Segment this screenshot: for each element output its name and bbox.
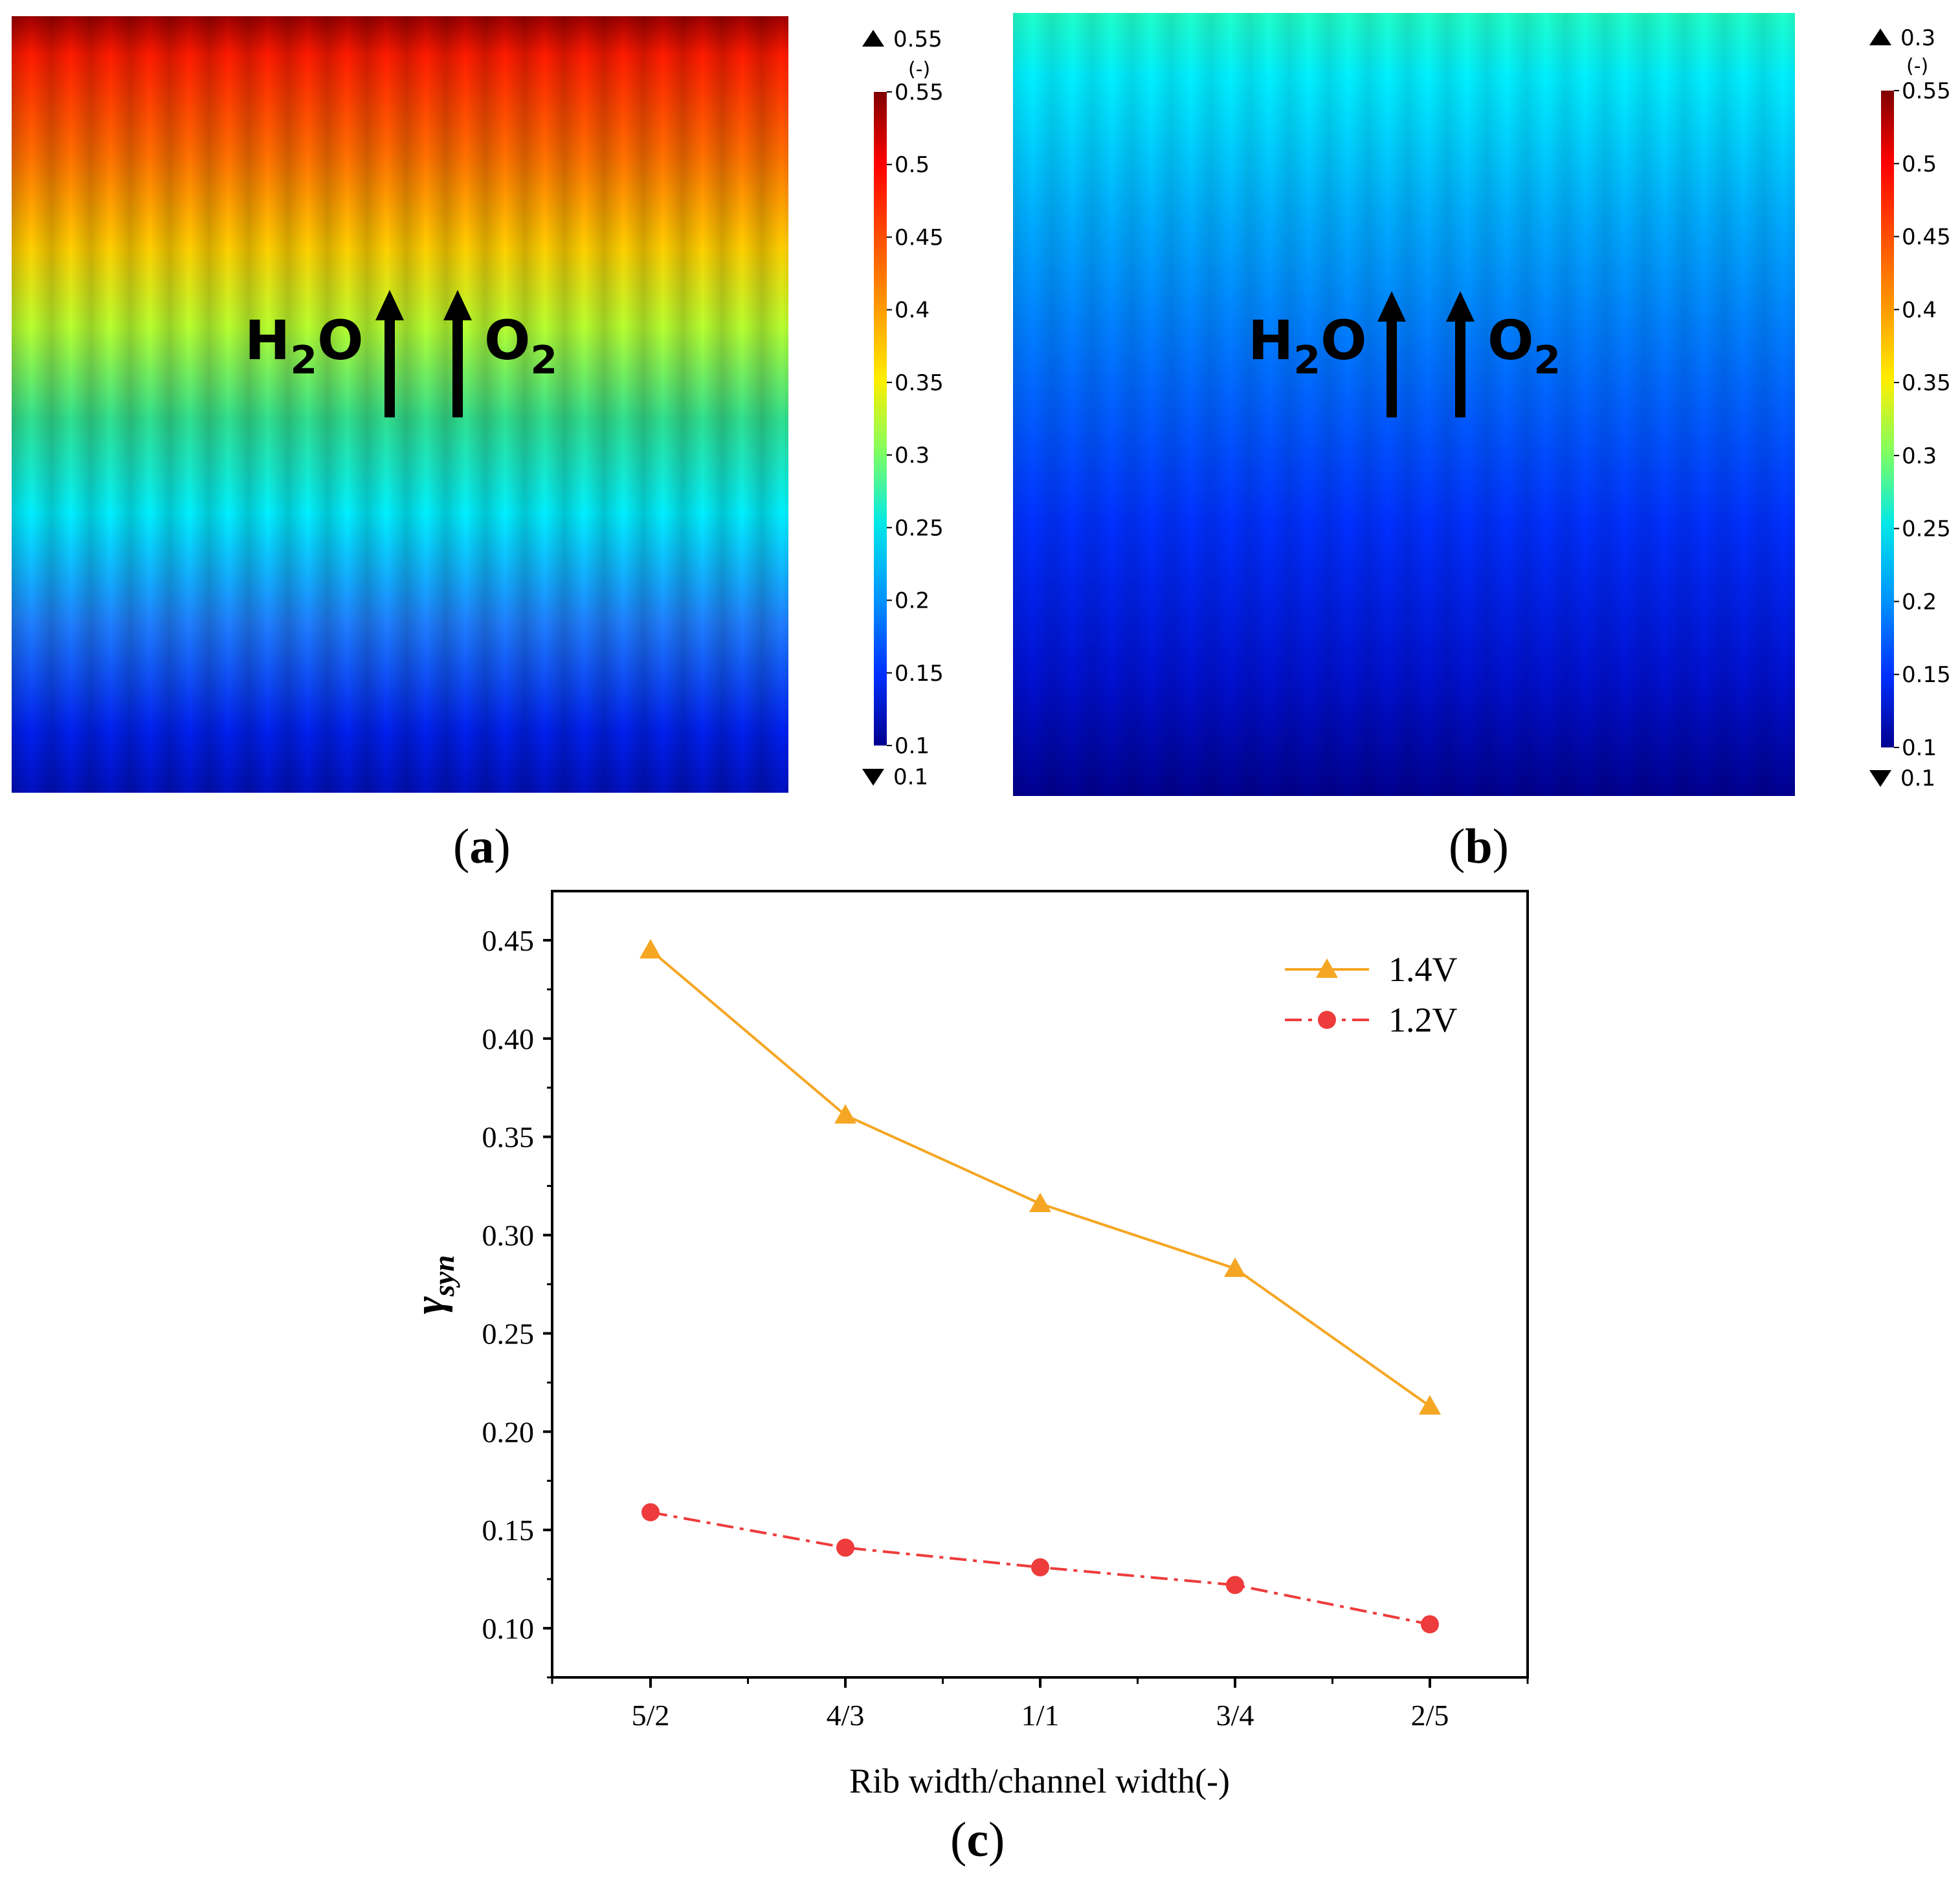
colorbar-tick-label-b: 0.45 — [1902, 225, 1951, 250]
colorbar-tick-label-a: 0.25 — [895, 515, 944, 541]
y-tick-label: 0.25 — [482, 1317, 535, 1350]
colorbar-min-label-a: 0.1 — [893, 764, 928, 790]
flow-arrow-h2o-a — [375, 290, 404, 417]
colorbar-tick-label-b: 0.2 — [1902, 589, 1937, 615]
colorbar-tick-label-a: 0.4 — [895, 298, 930, 324]
data-point-circle — [1226, 1576, 1244, 1595]
colorbar-tick-label-a: 0.3 — [895, 443, 930, 469]
colorbar-tick-label-a: 0.45 — [895, 225, 944, 250]
colorbar-min-marker-a — [862, 769, 884, 786]
colorbar-tick-label-b: 0.35 — [1902, 370, 1951, 396]
contour-panel-a: H2O O2 0.55 (-) 0.55 0.5 0.45 0.4 0.35 0.3 0.2… — [0, 0, 971, 809]
colorbar-tick-label-a: 0.1 — [895, 733, 930, 759]
data-point-circle — [1031, 1558, 1049, 1576]
colorbar-bar-b — [1881, 91, 1894, 747]
y-tick-label: 0.45 — [482, 924, 535, 957]
y-tick-label: 0.35 — [482, 1121, 535, 1154]
colorbar-tick-label-a: 0.5 — [895, 152, 930, 178]
contour-figure-a: H2O O2 0.55 (-) 0.55 0.5 0.45 0.4 0.35 0.3 0.2… — [12, 16, 944, 793]
contour-panel-b: H2O O2 0.3 (-) 0.55 0.5 0.45 0.4 0.35 0.3 0.25… — [997, 0, 1960, 809]
legend-label-1: 1.2V — [1388, 1000, 1458, 1039]
y-tick-label: 0.30 — [482, 1219, 535, 1252]
x-axis-label: Rib width/channel width(-) — [849, 1762, 1230, 1800]
colorbar-tick-label-b: 0.15 — [1902, 662, 1951, 688]
colorbar-tick-label-a: 0.2 — [895, 588, 930, 614]
colorbar-bar-a — [874, 92, 887, 746]
h2o-label-b: H2O — [1248, 309, 1366, 383]
data-point-triangle — [1029, 1192, 1051, 1212]
series-line-0 — [649, 949, 1431, 1408]
y-axis-label: γsyn — [406, 1255, 460, 1314]
colorbar-tick-label-b: 0.3 — [1902, 443, 1937, 469]
colorbar-unit-a: (-) — [908, 58, 930, 81]
colorbar-min-label-b: 0.1 — [1900, 766, 1935, 791]
channel-stripes-a — [12, 16, 788, 793]
data-point-circle — [1421, 1615, 1439, 1633]
data-point-circle — [1318, 1011, 1336, 1029]
colorbar-tick-label-a: 0.15 — [895, 661, 944, 687]
flow-arrow-o2-b — [1446, 291, 1475, 417]
flow-arrow-o2-a — [443, 290, 472, 417]
x-tick-label: 2/5 — [1411, 1699, 1449, 1732]
data-point-triangle — [640, 939, 662, 959]
y-tick-label: 0.15 — [482, 1514, 535, 1547]
series-group — [640, 939, 1441, 1633]
caption-a: (a) — [453, 819, 511, 874]
colorbar-tick-label-a: 0.35 — [895, 370, 944, 396]
caption-c: (c) — [950, 1813, 1005, 1867]
y-tick-label: 0.20 — [482, 1415, 535, 1448]
y-axis: 0.10 0.15 0.20 0.25 0.30 0.35 0.40 0.45 — [482, 924, 552, 1679]
o2-label-b: O2 — [1487, 309, 1561, 383]
colorbar-min-marker-b — [1869, 770, 1891, 787]
y-tick-label: 0.40 — [482, 1022, 535, 1055]
x-tick-label: 4/3 — [827, 1699, 865, 1732]
y-tick-label: 0.10 — [482, 1612, 535, 1645]
x-tick-label: 1/1 — [1021, 1699, 1060, 1732]
colorbar-ticks-a: 0.55 0.5 0.45 0.4 0.35 0.3 0.25 0.2 0.15 0.1 — [887, 80, 944, 759]
data-point-circle — [641, 1503, 660, 1521]
chart-panel-c: 0.10 0.15 0.20 0.25 0.30 0.35 0.40 0.45 5/2 4/3 1… — [388, 867, 1579, 1800]
x-tick-label: 5/2 — [632, 1699, 670, 1732]
legend: 1.4V 1.2V — [1285, 950, 1458, 1039]
x-tick-label: 3/4 — [1216, 1699, 1254, 1732]
data-point-triangle — [1224, 1257, 1246, 1277]
colorbar-tick-label-b: 0.55 — [1902, 78, 1951, 104]
h2o-label-a: H2O — [245, 309, 363, 383]
caption-b: (b) — [1449, 819, 1509, 874]
colorbar-max-marker-a — [862, 30, 884, 47]
colorbar-max-marker-b — [1869, 28, 1891, 45]
colorbar-ticks-b: 0.55 0.5 0.45 0.4 0.35 0.3 0.25 0.2 0.15 0.1 — [1894, 78, 1951, 761]
colorbar-tick-label-b: 0.25 — [1902, 516, 1951, 542]
line-chart: 0.10 0.15 0.20 0.25 0.30 0.35 0.40 0.45 5/2 4/3 1… — [406, 890, 1529, 1800]
colorbar-tick-label-b: 0.1 — [1902, 735, 1937, 761]
legend-label-0: 1.4V — [1388, 950, 1458, 989]
colorbar-a: 0.55 (-) 0.55 0.5 0.45 0.4 0.35 0.3 0.25 0.2 0.1… — [862, 27, 944, 790]
x-axis: 5/2 4/3 1/1 3/4 2/5 — [551, 1677, 1529, 1732]
colorbar-unit-b: (-) — [1906, 55, 1928, 78]
flow-arrow-h2o-b — [1377, 291, 1406, 417]
data-point-triangle — [834, 1104, 856, 1124]
colorbar-tick-label-a: 0.55 — [895, 80, 944, 105]
colorbar-tick-label-b: 0.5 — [1902, 151, 1937, 177]
data-point-circle — [836, 1538, 854, 1557]
channel-stripes-b — [1013, 13, 1795, 796]
o2-label-a: O2 — [484, 309, 557, 383]
colorbar-tick-label-b: 0.4 — [1902, 297, 1937, 323]
colorbar-max-label-b: 0.3 — [1900, 25, 1935, 51]
data-point-triangle — [1316, 958, 1338, 978]
colorbar-b: 0.3 (-) 0.55 0.5 0.45 0.4 0.35 0.3 0.25 0.2 0.15… — [1869, 25, 1951, 791]
colorbar-max-label-a: 0.55 — [893, 27, 942, 52]
contour-figure-b: H2O O2 0.3 (-) 0.55 0.5 0.45 0.4 0.35 0.3 0.25… — [1013, 13, 1951, 796]
data-point-triangle — [1419, 1395, 1441, 1415]
